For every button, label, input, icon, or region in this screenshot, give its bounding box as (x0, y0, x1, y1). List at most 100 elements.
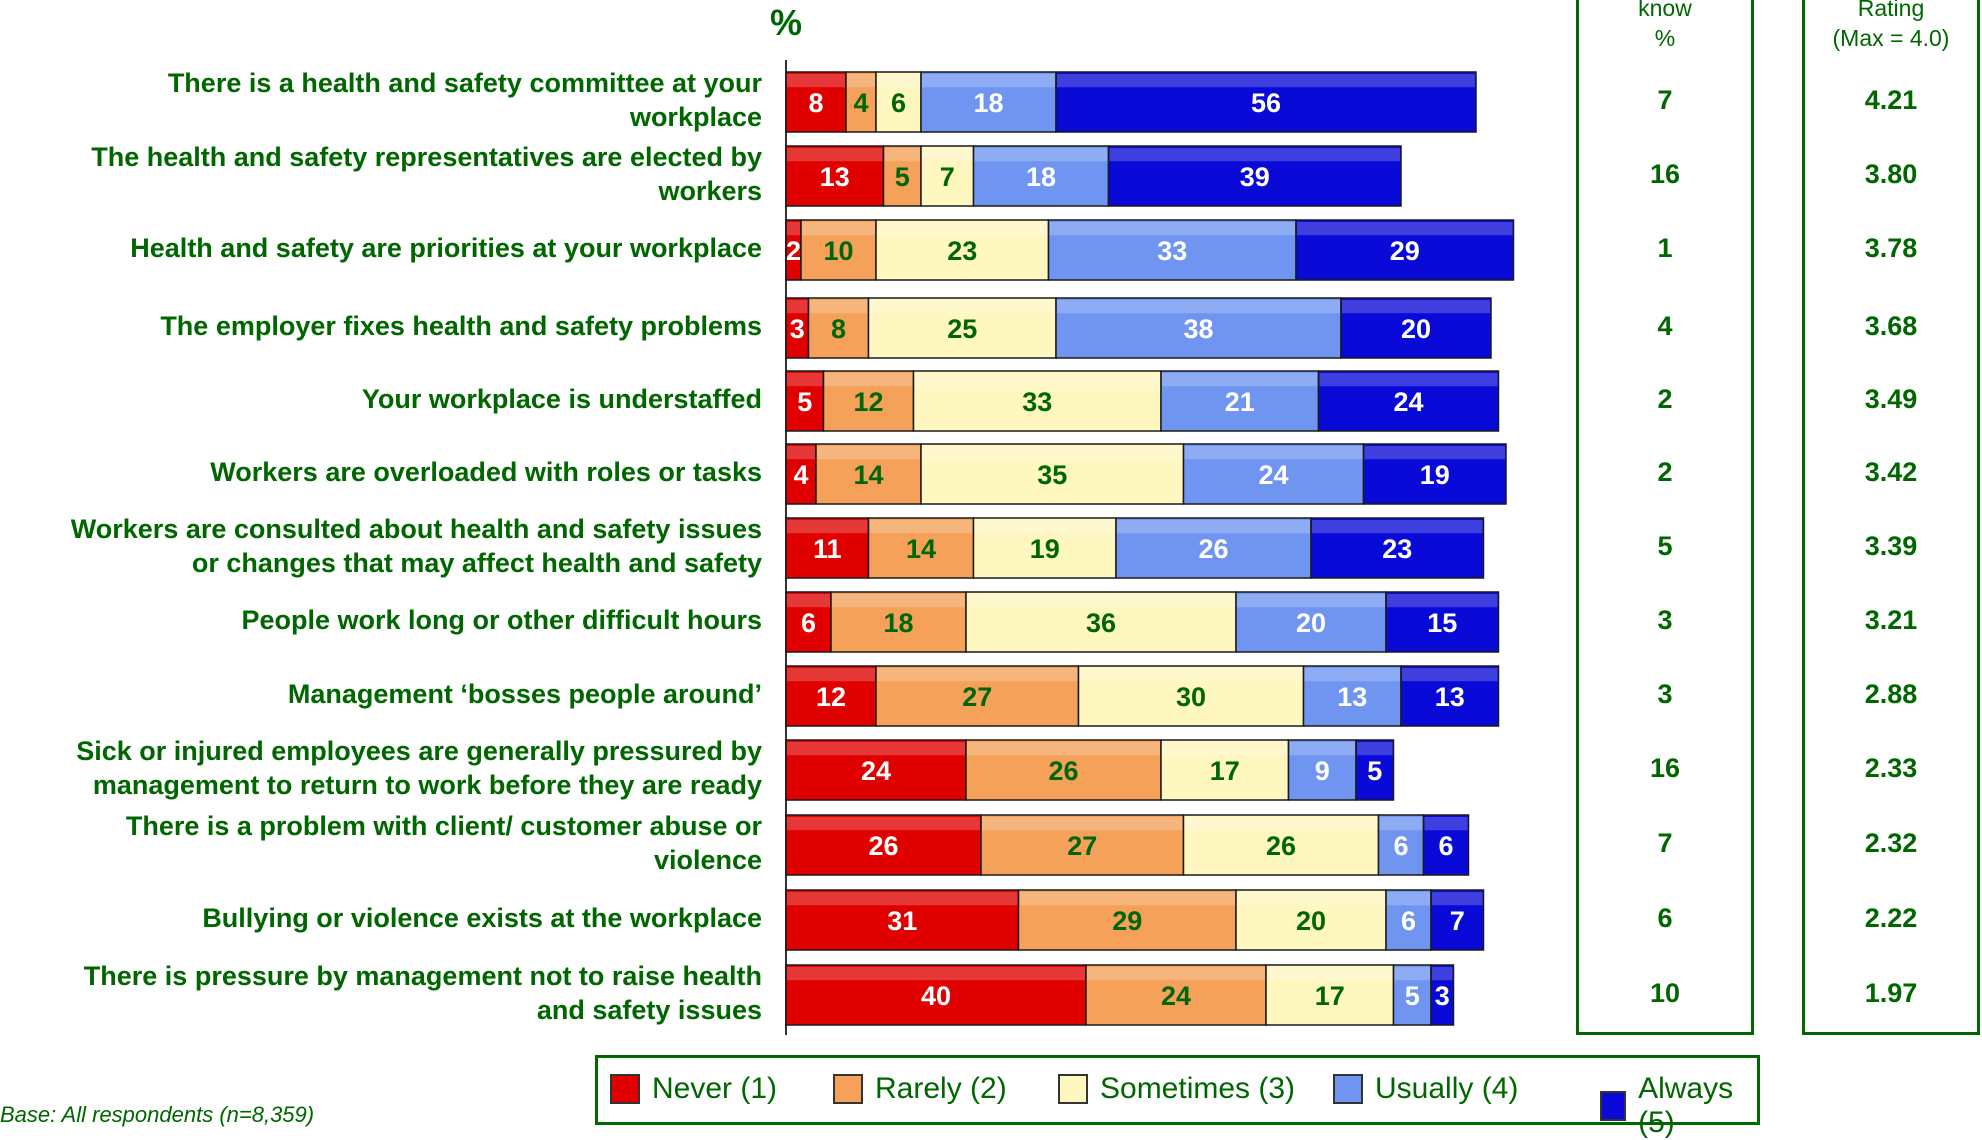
bar-data-label: 26 (868, 831, 898, 861)
bar-segment-highlight (787, 967, 1085, 981)
legend-item: Never (1) (610, 1072, 777, 1106)
bar-segment (785, 814, 982, 876)
bar-segment (972, 145, 1110, 207)
bar-data-label: 24 (861, 756, 891, 786)
rating-value: 3.39 (1864, 531, 1918, 561)
bar-segment (1400, 665, 1500, 727)
rating-value: 4.21 (1864, 85, 1918, 115)
bar-data-label: 3 (1435, 981, 1450, 1011)
bar-segment-highlight (1057, 74, 1475, 88)
bar-segment-highlight (1297, 222, 1513, 236)
bar-segment (912, 370, 1162, 432)
bar-data-label: 23 (947, 236, 977, 266)
dont-know-value: 2 (1657, 384, 1673, 414)
bar-segment (1235, 889, 1387, 951)
bar-data-label: 23 (1382, 534, 1412, 564)
dont-know-header-line1: know (1638, 0, 1692, 21)
bar-segment-highlight (787, 300, 808, 314)
bar-data-label: 15 (1427, 608, 1457, 638)
rating-column: Rating (Max = 4.0) (1802, 0, 1980, 1035)
bar-data-label: 24 (1258, 460, 1288, 490)
bar-data-label: 40 (921, 981, 951, 1011)
bar-segment-highlight (1432, 892, 1483, 906)
dont-know-value: 7 (1657, 828, 1673, 858)
legend-swatch (833, 1074, 863, 1104)
bar-segment (1392, 964, 1432, 1026)
bar-segment-highlight (847, 74, 875, 88)
bar-segment (785, 739, 967, 801)
bar-segment (822, 370, 915, 432)
bar-segment-highlight (1057, 300, 1340, 314)
bar-data-label: 5 (1367, 756, 1382, 786)
dont-know-value: 7 (1657, 85, 1673, 115)
dont-know-value: 16 (1649, 753, 1681, 783)
rating-value: 3.78 (1864, 233, 1918, 263)
bar-segment-highlight (787, 74, 845, 88)
bar-data-label: 33 (1022, 387, 1052, 417)
bar-segment-highlight (787, 817, 980, 831)
base-footnote: Base: All respondents (n=8,359) (0, 1102, 315, 1127)
bar-segment-highlight (922, 446, 1183, 460)
legend-label: Sometimes (3) (1100, 1072, 1296, 1105)
bar-segment-highlight (1162, 373, 1318, 387)
row-label: There is a problem with client/ customer… (125, 811, 762, 875)
bar-data-label: 13 (820, 162, 850, 192)
row-label: There is pressure by management not to r… (83, 961, 762, 1025)
bar-segment-highlight (884, 148, 920, 162)
bar-segment-highlight (1387, 892, 1430, 906)
bar-segment (1295, 219, 1515, 281)
dont-know-value: 3 (1657, 605, 1673, 635)
bar-segment (875, 219, 1050, 281)
bar-segment-highlight (787, 742, 965, 756)
legend-label: Always (5) (1638, 1072, 1734, 1139)
bar-segment-highlight (877, 74, 920, 88)
bar-segment (875, 71, 922, 133)
bar-data-label: 18 (883, 608, 913, 638)
bar-segment (1107, 145, 1402, 207)
rating-header-line2: (Max = 4.0) (1832, 25, 1950, 51)
rating-value: 1.97 (1864, 978, 1918, 1008)
dont-know-value: 1 (1657, 233, 1673, 263)
bar-segment-highlight (1402, 668, 1498, 682)
bar-segment (1085, 964, 1267, 1026)
percent-axis-label: % (770, 2, 803, 43)
row-label: Sick or injured employees are generally … (76, 736, 762, 800)
bar-segment (867, 517, 975, 579)
legend-swatch (610, 1074, 640, 1104)
bar-segment (920, 443, 1185, 505)
dont-know-value: 2 (1657, 457, 1673, 487)
bar-data-label: 30 (1176, 682, 1206, 712)
bar-data-label: 27 (1067, 831, 1097, 861)
bar-data-label: 20 (1296, 906, 1326, 936)
bar-segment-highlight (1079, 668, 1303, 682)
bar-segment-highlight (1184, 817, 1378, 831)
bar-segment-highlight (1049, 222, 1295, 236)
bar-segment (965, 739, 1162, 801)
legend-label: Usually (4) (1375, 1072, 1519, 1105)
bar-segment-highlight (1109, 148, 1400, 162)
bar-segment-highlight (787, 892, 1018, 906)
bar-data-label: 19 (1030, 534, 1060, 564)
bar-data-label: 2 (786, 236, 801, 266)
bar-segment-highlight (1237, 892, 1385, 906)
bar-segment-highlight (1117, 520, 1310, 534)
bar-data-label: 20 (1296, 608, 1326, 638)
bar-segment (785, 964, 1087, 1026)
bar-segment (1077, 665, 1305, 727)
bar-segment (1422, 814, 1470, 876)
bar-data-label: 10 (823, 236, 853, 266)
bar-segment (815, 443, 922, 505)
bar-data-label: 13 (1435, 682, 1465, 712)
bar-segment-highlight (922, 148, 973, 162)
row-label: The health and safety representatives ar… (91, 142, 762, 206)
bar-data-label: 6 (891, 88, 906, 118)
bar-data-label: 35 (1037, 460, 1067, 490)
bar-data-label: 26 (1266, 831, 1296, 861)
bar-segment-highlight (967, 742, 1160, 756)
bar-segment (785, 145, 885, 207)
bar-segment-highlight (787, 446, 815, 460)
rating-value: 3.49 (1864, 384, 1918, 414)
bar-segment-highlight (787, 668, 875, 682)
bar-data-label: 5 (1405, 981, 1420, 1011)
legend-item: Rarely (2) (833, 1072, 1007, 1106)
